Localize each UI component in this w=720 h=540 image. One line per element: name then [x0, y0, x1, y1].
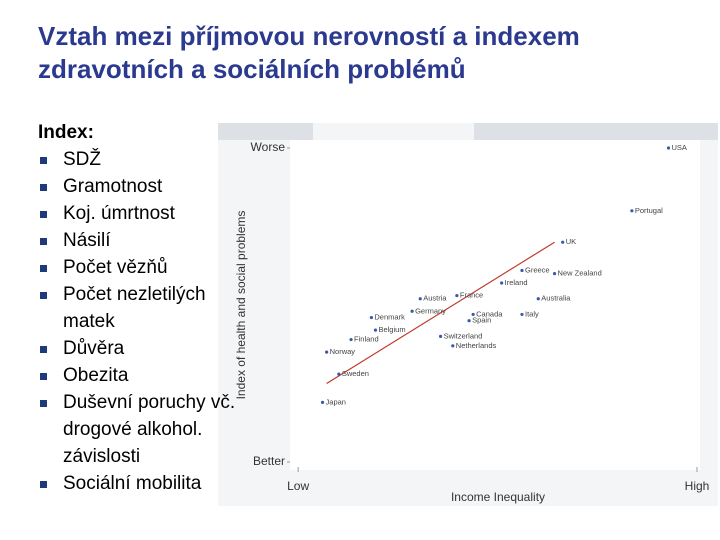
point-label: Italy: [525, 309, 539, 318]
y-axis-label: Index of health and social problems: [234, 211, 248, 400]
item-text: Duševní poruchy vč. drogové alkohol. záv…: [63, 392, 236, 467]
bullet: [40, 292, 47, 299]
list-item: Násilí: [38, 227, 238, 254]
list-item: Sociální mobilita: [38, 470, 238, 497]
bullet: [40, 481, 47, 488]
x-tick-label: Low: [287, 479, 309, 493]
y-tick-label: Worse: [251, 140, 286, 154]
list-item: SDŽ: [38, 146, 238, 173]
point-label: Netherlands: [456, 341, 497, 350]
y-tick-label: Better: [253, 454, 285, 468]
point: [630, 209, 634, 213]
item-text: Důvěra: [63, 338, 125, 359]
list-item: Gramotnost: [38, 173, 238, 200]
slide-title: Vztah mezi příjmovou nerovností a indexe…: [38, 20, 580, 86]
point-label: Australia: [541, 294, 571, 303]
point-label: Austria: [423, 294, 447, 303]
point: [325, 350, 329, 354]
item-text: Počet vězňů: [63, 257, 168, 278]
point: [467, 319, 471, 323]
point: [438, 334, 443, 338]
point-label: USA: [672, 143, 687, 152]
bullet: [40, 238, 47, 245]
list-item: Duševní poruchy vč. drogové alkohol. záv…: [38, 389, 238, 470]
point: [451, 344, 455, 348]
point-label: UK: [566, 237, 576, 246]
point-label: Denmark: [374, 313, 405, 322]
point: [320, 400, 325, 404]
point-label: Greece: [525, 265, 550, 274]
bullet: [40, 211, 47, 218]
item-text: SDŽ: [63, 149, 101, 170]
point: [337, 372, 341, 376]
x-axis-label: Income Inequality: [451, 490, 545, 504]
bullet: [40, 265, 47, 272]
point: [666, 146, 671, 150]
point-label: Finland: [354, 335, 379, 344]
bullet: [40, 400, 47, 407]
point-label: Spain: [472, 316, 491, 325]
title-line: zdravotních a sociálních problémů: [38, 54, 466, 84]
list-item: Důvěra: [38, 335, 238, 362]
x-tick-label: High: [685, 479, 710, 493]
bullet: [40, 373, 47, 380]
bullet: [40, 157, 47, 164]
point: [561, 240, 565, 244]
point-label: France: [460, 291, 483, 300]
chart-header: [474, 123, 718, 140]
point: [349, 337, 353, 342]
point-label: Norway: [330, 347, 356, 356]
chart-header: [218, 123, 313, 140]
list-item: Obezita: [38, 362, 238, 389]
item-text: Násilí: [63, 230, 111, 251]
point: [500, 281, 504, 285]
point: [455, 293, 459, 298]
point: [410, 309, 414, 313]
point: [520, 312, 524, 317]
point-label: Switzerland: [444, 331, 483, 340]
item-text: Počet nezletilých matek: [63, 284, 206, 332]
point: [552, 272, 557, 276]
point-label: Japan: [326, 397, 346, 406]
list-item: Počet nezletilých matek: [38, 281, 238, 335]
plot-area: [290, 140, 700, 470]
point: [418, 297, 422, 301]
bullet: [40, 346, 47, 353]
bullet: [40, 184, 47, 191]
item-text: Koj. úmrtnost: [63, 203, 175, 224]
point: [471, 312, 475, 317]
point-label: Germany: [415, 306, 446, 315]
item-text: Sociální mobilita: [63, 473, 202, 494]
list-item: Počet vězňů: [38, 254, 238, 281]
point-label: Ireland: [505, 278, 528, 287]
list-heading: Index:: [38, 122, 94, 143]
list-item: Koj. úmrtnost: [38, 200, 238, 227]
point-label: New Zealand: [558, 269, 602, 278]
title-line: Vztah mezi příjmovou nerovností a indexe…: [38, 21, 580, 51]
point: [536, 297, 540, 301]
point: [373, 328, 378, 332]
point-label: Sweden: [342, 369, 369, 378]
trend-line: [326, 241, 555, 385]
item-text: Gramotnost: [63, 176, 163, 197]
item-text: Obezita: [63, 365, 129, 386]
index-list: Index: SDŽ Gramotnost Koj. úmrtnost Násilí P…: [38, 119, 238, 497]
point: [520, 268, 524, 273]
point: [369, 315, 373, 320]
point-label: Belgium: [378, 325, 405, 334]
point-label: Portugal: [635, 206, 663, 215]
point-label: Canada: [476, 309, 503, 318]
